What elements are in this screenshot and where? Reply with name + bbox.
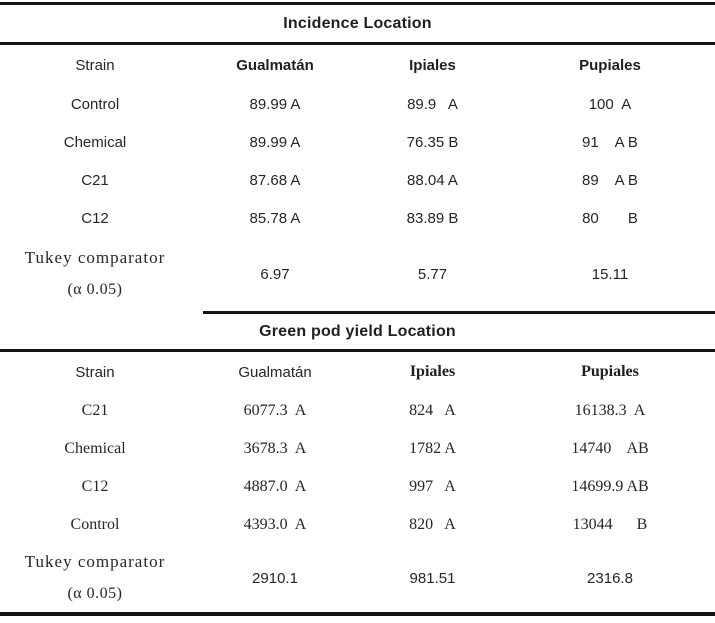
- strain-cell: C21: [81, 402, 109, 419]
- value-cell: 85.78 A: [249, 209, 301, 227]
- tukey-comparator-label: Tukey comparator (α 0.05): [0, 546, 190, 610]
- value-cell: 87.68 A: [249, 171, 301, 189]
- tukey-value: 15.11: [591, 265, 629, 283]
- value-cell: 89.99 A: [249, 95, 301, 113]
- tukey-value: 6.97: [260, 265, 290, 283]
- incidence-header-row: Strain Gualmatán Ipiales Pupiales: [0, 45, 715, 85]
- value-cell: 4887.0 A: [243, 478, 307, 495]
- tukey-comparator-label: Tukey comparator (α 0.05): [0, 242, 190, 306]
- value-cell: 76.35 B: [406, 133, 459, 151]
- tukey-value: 2910.1: [252, 569, 298, 587]
- table-row: Chemical 89.99 A 76.35 B 91 A B: [0, 123, 715, 161]
- strain-cell: C12: [81, 209, 109, 227]
- yield-section-title: Green pod yield Location: [259, 322, 456, 340]
- table-row: Control 4393.0 A 820 A 13044 B: [0, 506, 715, 544]
- yield-header-row: Strain Gualmatán Ipiales Pupiales: [0, 352, 715, 392]
- yield-header-rule: [0, 349, 715, 352]
- tukey-label-line2: (α 0.05): [67, 281, 123, 298]
- incidence-header-rule: [0, 42, 715, 45]
- column-header-ipiales: Ipiales: [409, 56, 456, 74]
- tukey-value: 2316.8: [587, 569, 633, 587]
- value-cell: 100 A: [588, 95, 632, 113]
- tukey-label-line2: (α 0.05): [67, 585, 123, 602]
- table-row: C21 6077.3 A 824 A 16138.3 A: [0, 392, 715, 430]
- strain-cell: Chemical: [64, 440, 126, 457]
- table-row: C12 85.78 A 83.89 B 80 B: [0, 199, 715, 237]
- value-cell: 1782 A: [409, 440, 456, 457]
- column-header-pupiales: Pupiales: [581, 363, 639, 380]
- value-cell: 4393.0 A: [243, 516, 307, 533]
- table-row: Chemical 3678.3 A 1782 A 14740 AB: [0, 430, 715, 468]
- tukey-value: 5.77: [417, 265, 448, 283]
- value-cell: 89 A B: [582, 171, 638, 189]
- incidence-section-title: Incidence Location: [283, 14, 432, 32]
- column-header-ipiales: Ipiales: [409, 363, 456, 380]
- value-cell: 16138.3 A: [574, 402, 646, 419]
- column-header-gualmatan: Gualmatán: [238, 363, 312, 381]
- tukey-value: 981.51: [409, 569, 456, 587]
- strain-cell: C12: [81, 478, 109, 495]
- value-cell: 80 B: [582, 209, 638, 227]
- strain-cell: Control: [70, 516, 120, 533]
- value-cell: 83.89 B: [406, 209, 459, 227]
- column-header-strain: Strain: [75, 56, 115, 74]
- table-row: Control 89.99 A 89.9 A 100 A: [0, 85, 715, 123]
- value-cell: 89.99 A: [249, 133, 301, 151]
- tukey-label-line1: Tukey comparator: [24, 248, 166, 267]
- bottom-rule: [0, 612, 715, 616]
- value-cell: 91 A B: [582, 133, 638, 151]
- top-rule: [0, 2, 715, 5]
- value-cell: 997 A: [409, 478, 456, 495]
- value-cell: 824 A: [409, 402, 456, 419]
- column-header-strain: Strain: [75, 363, 115, 381]
- column-header-pupiales: Pupiales: [579, 56, 641, 74]
- strain-cell: Control: [70, 95, 120, 113]
- tukey-row: Tukey comparator (α 0.05) 6.97 5.77 15.1…: [0, 237, 715, 311]
- strain-cell: Chemical: [63, 133, 127, 151]
- value-cell: 88.04 A: [407, 171, 458, 189]
- strain-cell: C21: [81, 171, 109, 189]
- value-cell: 14699.9 AB: [571, 478, 649, 495]
- value-cell: 14740 AB: [571, 440, 649, 457]
- table-row: C12 4887.0 A 997 A 14699.9 AB: [0, 468, 715, 506]
- tukey-row: Tukey comparator (α 0.05) 2910.1 981.51 …: [0, 544, 715, 612]
- column-header-gualmatan: Gualmatán: [236, 56, 314, 74]
- value-cell: 6077.3 A: [243, 402, 307, 419]
- value-cell: 820 A: [409, 516, 456, 533]
- value-cell: 89.9 A: [407, 95, 458, 113]
- table-row: C21 87.68 A 88.04 A 89 A B: [0, 161, 715, 199]
- value-cell: 3678.3 A: [243, 440, 307, 457]
- tukey-label-line1: Tukey comparator: [24, 552, 166, 571]
- section-divider-partial: [203, 311, 715, 314]
- value-cell: 13044 B: [572, 516, 648, 533]
